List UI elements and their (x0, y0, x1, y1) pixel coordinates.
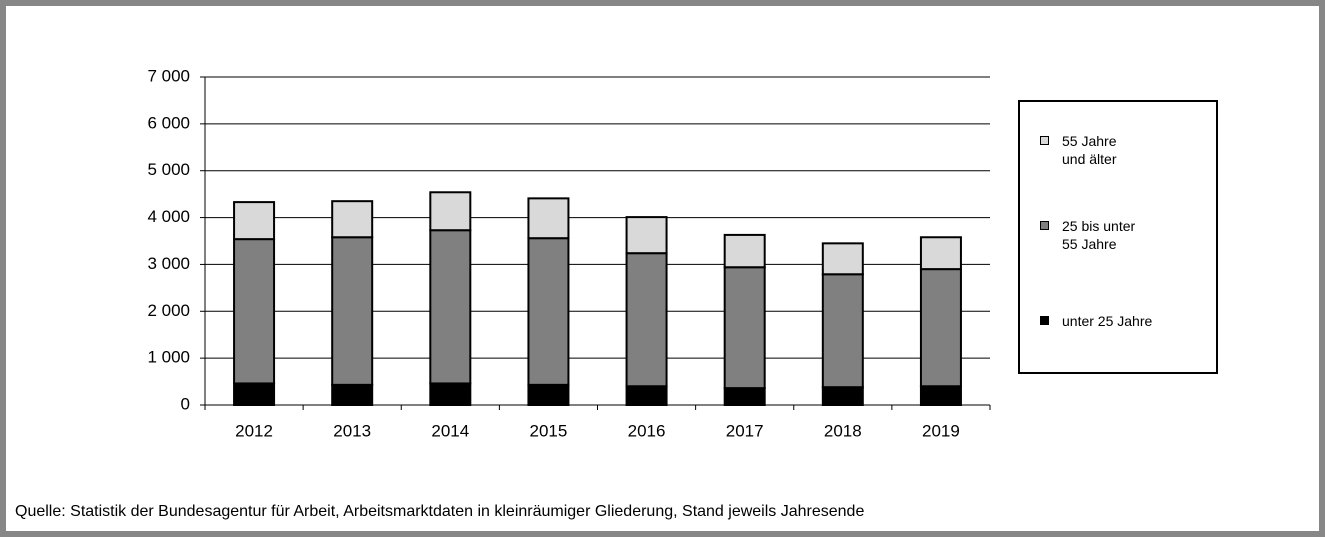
legend-label: 55 Jahre und älter (1062, 133, 1117, 167)
x-tick-label: 2015 (530, 421, 568, 440)
bar-segment (723, 233, 766, 269)
bar-segment (723, 387, 766, 407)
bar-segment (821, 242, 864, 276)
y-tick-label: 7 000 (147, 66, 190, 85)
x-tick-label: 2017 (726, 421, 764, 440)
bar-segment (821, 386, 864, 406)
y-tick-label: 3 000 (147, 254, 190, 273)
x-tick-label: 2019 (922, 421, 960, 440)
bar-segment (331, 236, 374, 386)
legend: unter 25 Jahre 25 bis unter 55 Jahre 55 Ja… (1018, 100, 1218, 374)
bar-segment (429, 191, 472, 232)
legend-swatch (1040, 316, 1049, 325)
bar-segment (429, 382, 472, 406)
bar-segment (919, 268, 962, 388)
y-tick-label: 2 000 (147, 301, 190, 320)
y-tick-label: 5 000 (147, 160, 190, 179)
x-tick-label: 2013 (333, 421, 371, 440)
bar-segment (919, 385, 962, 406)
legend-label: unter 25 Jahre (1062, 313, 1153, 329)
bar-segment (527, 383, 570, 407)
x-tick-label: 2018 (824, 421, 862, 440)
bar-segment (625, 216, 668, 255)
source-note: Quelle: Statistik der Bundesagentur für … (15, 503, 865, 520)
x-tick-label: 2012 (235, 421, 273, 440)
x-tick-label: 2016 (628, 421, 666, 440)
bar-segment (233, 238, 276, 385)
y-tick-label: 1 000 (147, 348, 190, 367)
y-tick-label: 0 (181, 394, 190, 413)
bar-segment (625, 252, 668, 388)
bar-segment (233, 201, 276, 241)
x-tick-label: 2014 (431, 421, 469, 440)
bar-segment (723, 266, 766, 390)
bar-segment (625, 385, 668, 406)
bar-segment (527, 237, 570, 386)
legend-swatch (1040, 136, 1049, 145)
y-tick-label: 6 000 (147, 113, 190, 132)
legend-label: 25 bis unter 55 Jahre (1062, 218, 1136, 252)
bar-segment (429, 229, 472, 385)
bar-segment (331, 383, 374, 407)
bar-segment (821, 273, 864, 389)
legend-swatch (1040, 221, 1049, 230)
bar-segment (527, 197, 570, 240)
bar-segment (233, 382, 276, 406)
bar-segment (331, 200, 374, 239)
bar-segment (919, 236, 962, 271)
y-tick-label: 4 000 (147, 207, 190, 226)
